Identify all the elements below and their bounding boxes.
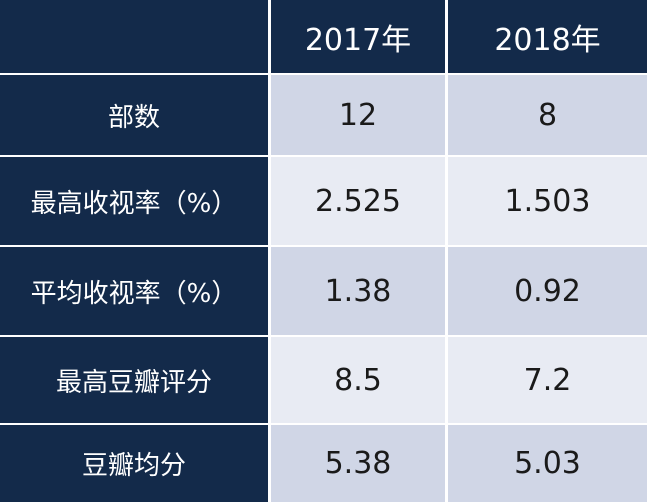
column-header: 2017年 [271,0,445,73]
table-cell: 5.38 [271,425,445,502]
row-header: 部数 [0,75,268,155]
column-header: 2018年 [448,0,647,73]
table-cell: 12 [271,75,445,155]
table-cell: 1.503 [448,157,647,245]
table-cell: 8 [448,75,647,155]
column-header [0,0,268,73]
table-cell: 5.03 [448,425,647,502]
row-header: 最高收视率（%） [0,157,268,245]
row-header: 平均收视率（%） [0,247,268,335]
table-cell: 0.92 [448,247,647,335]
row-header: 最高豆瓣评分 [0,337,268,423]
table-cell: 1.38 [271,247,445,335]
table-cell: 2.525 [271,157,445,245]
table-cell: 8.5 [271,337,445,423]
row-header: 豆瓣均分 [0,425,268,502]
table-cell: 7.2 [448,337,647,423]
